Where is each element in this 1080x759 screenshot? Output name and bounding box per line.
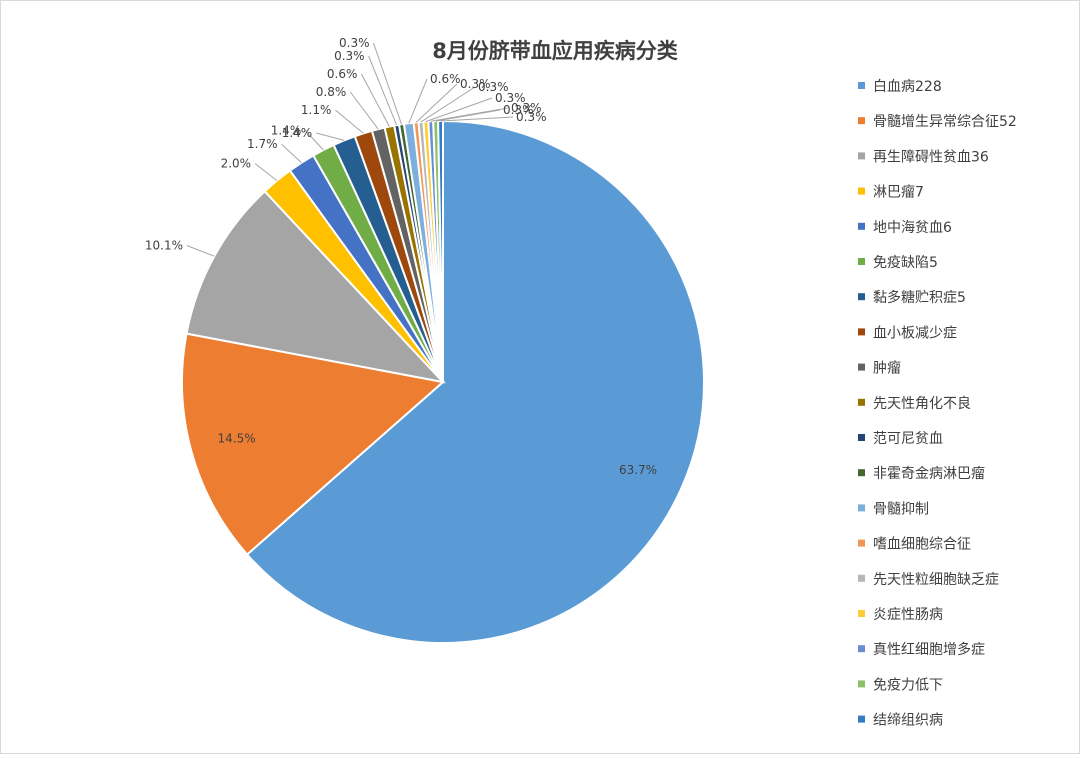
leader-line-17	[430, 107, 509, 122]
data-label-2: 14.5%	[218, 432, 256, 446]
leader-line-14	[415, 83, 458, 123]
data-label-10: 0.6%	[327, 67, 358, 81]
leader-line-15	[420, 86, 476, 123]
data-label-6: 1.4%	[271, 124, 302, 138]
data-label-16: 0.3%	[495, 91, 526, 105]
pie-slice-2	[181, 332, 446, 556]
legend-label-12: 非霍奇金病淋巴瘤	[873, 465, 985, 482]
leader-line-6	[304, 130, 324, 151]
leader-lines	[186, 42, 514, 257]
legend-swatch-6	[858, 258, 865, 265]
legend-swatch-18	[858, 680, 865, 688]
legend-swatch-12	[858, 469, 865, 477]
legend-swatch-15	[858, 574, 865, 582]
data-label-15: 0.3%	[478, 80, 509, 94]
data-label-17: 0.3%	[511, 101, 542, 115]
data-label-4: 2.0%	[221, 157, 252, 171]
leader-line-10	[360, 73, 390, 127]
chart-title: 8月份脐带血应用疾病分类	[432, 39, 679, 63]
data-label-1: 63.7%	[619, 463, 657, 477]
legend-label-2: 骨髓增生异常综合征52	[873, 114, 1017, 130]
legend-label-17: 真性红细胞增多症	[873, 641, 985, 658]
leader-line-9	[349, 91, 379, 130]
data-labels: 63.7%14.5%10.1%2.0%1.7%1.4%1.4%1.1%0.8%0…	[145, 36, 657, 477]
legend-swatch-9	[858, 363, 865, 371]
legend: 白血病228 骨髓增生异常综合征52 再生障碍性贫血36 淋巴瘤7 地中海贫血6 免疫缺陷…	[858, 79, 1017, 729]
legend-swatch-2	[858, 117, 865, 125]
legend-label-15: 先天性粒细胞缺乏症	[873, 572, 999, 588]
legend-label-16: 炎症性肠病	[873, 607, 943, 623]
legend-label-5: 地中海贫血6	[873, 220, 952, 236]
legend-swatch-4	[858, 187, 865, 195]
legend-label-14: 嗜血细胞综合征	[873, 537, 971, 553]
data-label-9: 0.8%	[316, 85, 347, 99]
legend-swatch-10	[858, 398, 865, 406]
legend-swatch-1	[858, 82, 865, 89]
legend-label-19: 结缔组织病	[873, 712, 943, 729]
legend-label-9: 肿瘤	[873, 360, 901, 377]
legend-swatch-13	[858, 504, 865, 512]
leader-line-18	[435, 109, 501, 122]
data-label-5: 1.7%	[247, 137, 278, 151]
data-label-13: 0.6%	[430, 72, 461, 86]
leader-line-7	[316, 132, 345, 141]
legend-swatch-5	[858, 222, 865, 230]
data-label-14: 0.3%	[460, 77, 491, 91]
pie-slices	[181, 119, 705, 644]
data-label-7: 1.4%	[282, 126, 313, 140]
leader-line-12	[373, 42, 402, 125]
legend-swatch-8	[858, 328, 865, 336]
leader-line-16	[425, 97, 493, 123]
leader-line-4	[254, 163, 278, 181]
leader-line-3	[186, 245, 215, 257]
data-label-12: 0.3%	[339, 36, 370, 50]
leader-line-8	[335, 109, 364, 134]
legend-swatch-14	[858, 539, 865, 547]
legend-label-10: 先天性角化不良	[873, 396, 971, 412]
legend-label-3: 再生障碍性贫血36	[873, 149, 989, 165]
legend-swatch-11	[858, 434, 865, 441]
legend-label-18: 免疫力低下	[873, 677, 943, 693]
legend-label-13: 骨髓抑制	[873, 501, 929, 517]
legend-label-11: 范可尼贫血	[873, 430, 943, 447]
legend-swatch-16	[858, 610, 865, 617]
leader-line-19	[440, 116, 514, 122]
legend-swatch-17	[858, 645, 865, 653]
leader-line-11	[368, 55, 398, 126]
pie-slice-3	[185, 189, 446, 384]
legend-swatch-19	[858, 715, 865, 723]
leader-line-5	[281, 143, 302, 164]
legend-swatch-3	[858, 152, 865, 160]
legend-label-4: 淋巴瘤7	[873, 184, 924, 201]
leader-line-13	[408, 78, 428, 124]
data-label-19: 0.3%	[516, 110, 547, 124]
legend-label-1: 白血病228	[873, 79, 942, 95]
legend-label-8: 血小板减少症	[873, 325, 957, 341]
legend-swatch-7	[858, 293, 865, 301]
data-label-8: 1.1%	[301, 103, 332, 117]
data-label-11: 0.3%	[334, 49, 365, 63]
legend-label-6: 免疫缺陷5	[873, 255, 938, 271]
data-label-18: 0.3%	[503, 103, 534, 117]
legend-label-7: 黏多糖贮积症5	[873, 289, 966, 306]
data-label-3: 10.1%	[145, 239, 183, 253]
pie-slice-1	[245, 119, 705, 644]
